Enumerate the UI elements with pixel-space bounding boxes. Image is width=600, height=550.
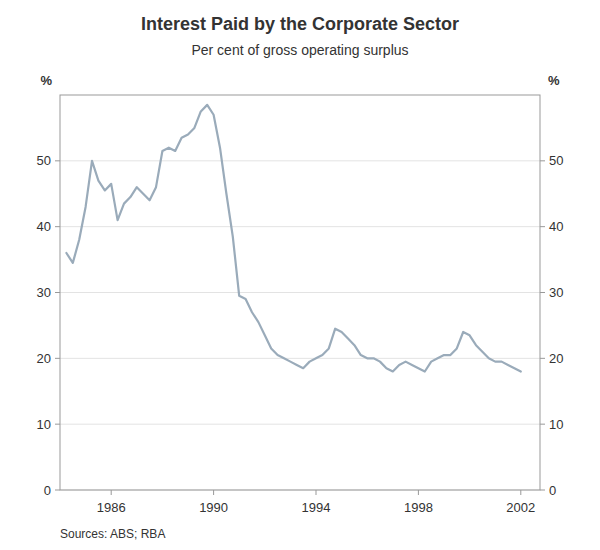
y-tick-label: 10 (37, 417, 51, 432)
y2-tick (540, 226, 545, 227)
grid-line (60, 160, 540, 161)
y-tick-label: 0 (44, 483, 51, 498)
y2-tick (540, 490, 545, 491)
x-tick (316, 490, 317, 495)
source: Sources: ABS; RBA (60, 527, 165, 541)
y2-tick-label: 10 (549, 417, 563, 432)
grid (60, 161, 540, 490)
grid-line (60, 424, 540, 425)
y-tick (55, 226, 60, 227)
y-tick-label: 50 (37, 153, 51, 168)
y2-tick (540, 424, 545, 425)
y-tick-label: 40 (37, 219, 51, 234)
y2-tick-label: 20 (549, 351, 563, 366)
y-axis-label: % (40, 73, 52, 88)
x-tick-label: 1994 (302, 500, 331, 515)
y-axis: 0 10 20 30 40 50 (37, 153, 60, 497)
y2-tick (540, 358, 545, 359)
subtitle: Per cent of gross operating surplus (191, 42, 408, 58)
data-line (66, 105, 520, 372)
y2-tick-label: 0 (549, 483, 556, 498)
grid-line (60, 358, 540, 359)
x-tick-label: 1990 (199, 500, 228, 515)
y2-tick-label: 50 (549, 153, 563, 168)
y-tick (55, 424, 60, 425)
grid-line (60, 292, 540, 293)
y2-axis: 0 10 20 30 40 50 (540, 153, 563, 497)
y2-axis-label: % (548, 73, 560, 88)
y2-tick (540, 160, 545, 161)
y2-tick (540, 292, 545, 293)
x-axis: 1986 1990 1994 1998 2002 (97, 490, 536, 515)
y2-tick-label: 40 (549, 219, 563, 234)
y-tick (55, 160, 60, 161)
x-tick-label: 1998 (404, 500, 433, 515)
plot-area (66, 105, 520, 372)
x-tick-label: 2002 (506, 500, 535, 515)
y-tick-label: 20 (37, 351, 51, 366)
x-tick-label: 1986 (97, 500, 126, 515)
grid-line (60, 226, 540, 227)
y2-tick-label: 30 (549, 285, 563, 300)
y-tick-label: 30 (37, 285, 51, 300)
y-tick (55, 292, 60, 293)
plot-frame (60, 95, 540, 490)
title: Interest Paid by the Corporate Sector (141, 14, 459, 34)
chart: Interest Paid by the Corporate Sector Per… (0, 0, 600, 550)
x-tick (111, 490, 112, 495)
y-tick (55, 358, 60, 359)
x-tick (213, 490, 214, 495)
y-tick (55, 490, 60, 491)
x-tick (418, 490, 419, 495)
x-tick (520, 490, 521, 495)
